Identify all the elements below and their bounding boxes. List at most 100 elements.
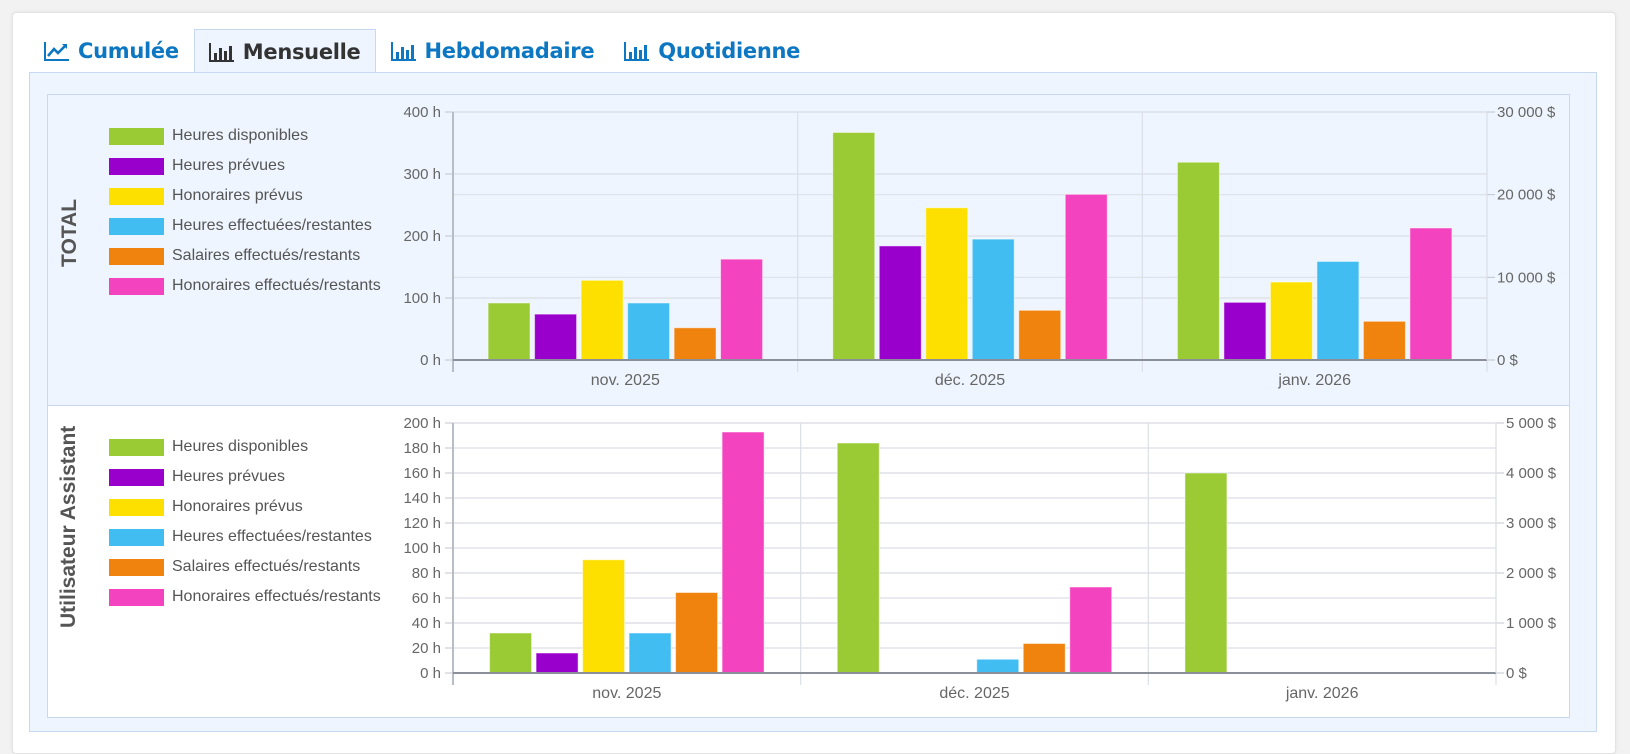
bar[interactable]: [627, 302, 671, 361]
legend-item[interactable]: Honoraires prévus: [109, 181, 381, 211]
legend-swatch: [109, 498, 164, 516]
y-right-tick-label: 1 000 $: [1506, 615, 1557, 632]
bar[interactable]: [1362, 320, 1406, 361]
legend-swatch: [109, 438, 164, 456]
bar[interactable]: [832, 131, 876, 361]
bar[interactable]: [1409, 227, 1453, 361]
chart-section-total: TOTAL Heures disponibles Heures prévues Ho…: [47, 94, 1570, 406]
legend-swatch: [109, 157, 164, 175]
y-left-tick-label: 400 h: [403, 104, 441, 121]
bar[interactable]: [1022, 643, 1066, 674]
legend-label: Honoraires effectués/restants: [172, 588, 381, 605]
legend-label: Heures effectuées/restantes: [172, 528, 372, 545]
tab-label: Quotidienne: [658, 38, 801, 63]
bar[interactable]: [971, 238, 1015, 361]
x-tick-label: déc. 2025: [935, 372, 1005, 389]
bar[interactable]: [1184, 472, 1228, 674]
line-chart-icon: [44, 41, 69, 61]
tab-label: Hebdomadaire: [424, 38, 595, 63]
legend-item[interactable]: Honoraires effectués/restants: [109, 271, 381, 301]
bar[interactable]: [673, 327, 717, 361]
legend-swatch: [109, 277, 164, 295]
legend-label: Honoraires effectués/restants: [172, 277, 381, 294]
bar[interactable]: [720, 258, 764, 361]
bar-chart-total: 0 h 100 h 200 h 300 h 400 h 0 $ 10 000 $ 20 000…: [403, 104, 1556, 389]
legend-item[interactable]: Honoraires prévus: [109, 492, 381, 522]
y-left-tick-label: 180 h: [403, 440, 441, 457]
bar[interactable]: [535, 652, 579, 674]
tab-mensuelle[interactable]: Mensuelle: [193, 29, 376, 73]
bar[interactable]: [878, 245, 922, 361]
bar[interactable]: [1064, 193, 1108, 361]
y-right-tick-label: 30 000 $: [1497, 104, 1556, 121]
y-left-tick-label: 140 h: [403, 490, 441, 507]
tab-hebdomadaire[interactable]: Hebdomadaire: [376, 29, 610, 71]
y-left-tick-label: 80 h: [412, 565, 441, 582]
y-left-tick-label: 200 h: [403, 228, 441, 245]
bar-chart-utilisateur-assistant: 0 h 20 h 40 h 60 h 80 h 100 h 120 h 140 h 160 h 1…: [403, 415, 1557, 702]
chart-section-utilisateur-assistant: Utilisateur Assistant Heures disponibles…: [47, 405, 1570, 718]
legend-label: Heures prévues: [172, 157, 285, 174]
legend-swatch: [109, 217, 164, 235]
legend-item[interactable]: Heures effectuées/restantes: [109, 522, 381, 552]
chart-legend: Heures disponibles Heures prévues Honorair…: [109, 432, 381, 612]
legend-item[interactable]: Heures prévues: [109, 151, 381, 181]
y-right-tick-label: 4 000 $: [1506, 465, 1557, 482]
legend-label: Salaires effectués/restants: [172, 558, 361, 575]
bar[interactable]: [1223, 301, 1267, 361]
y-left-tick-label: 120 h: [403, 515, 441, 532]
y-right-tick-label: 5 000 $: [1506, 415, 1557, 432]
y-left-tick-label: 160 h: [403, 465, 441, 482]
legend-label: Heures disponibles: [172, 438, 309, 455]
x-tick-label: janv. 2026: [1277, 372, 1351, 389]
y-left-tick-label: 300 h: [403, 166, 441, 183]
bar[interactable]: [534, 313, 578, 361]
y-right-tick-label: 0 $: [1497, 352, 1519, 369]
y-left-tick-label: 100 h: [403, 540, 441, 557]
bar[interactable]: [1269, 281, 1313, 361]
legend-label: Salaires effectués/restants: [172, 247, 361, 264]
bar[interactable]: [1069, 586, 1113, 674]
bar[interactable]: [836, 442, 880, 674]
y-right-tick-label: 2 000 $: [1506, 565, 1557, 582]
legend-item[interactable]: Salaires effectués/restants: [109, 241, 381, 271]
tab-cumulee[interactable]: Cumulée: [29, 29, 194, 71]
bar[interactable]: [675, 592, 719, 674]
bar[interactable]: [925, 207, 969, 361]
y-left-tick-label: 100 h: [403, 290, 441, 307]
legend-label: Heures prévues: [172, 468, 285, 485]
bar[interactable]: [721, 431, 765, 674]
x-tick-label: janv. 2026: [1285, 685, 1359, 702]
y-right-tick-label: 10 000 $: [1497, 269, 1556, 286]
x-tick-label: déc. 2025: [939, 685, 1009, 702]
bar[interactable]: [1018, 309, 1062, 361]
bar[interactable]: [976, 658, 1020, 674]
legend-item[interactable]: Heures effectuées/restantes: [109, 211, 381, 241]
tab-label: Cumulée: [78, 38, 179, 63]
tab-quotidienne[interactable]: Quotidienne: [609, 29, 815, 71]
y-left-tick-label: 60 h: [412, 590, 441, 607]
legend-label: Honoraires prévus: [172, 498, 303, 515]
legend-swatch: [109, 247, 164, 265]
legend-item[interactable]: Honoraires effectués/restants: [109, 582, 381, 612]
bar[interactable]: [489, 632, 533, 674]
legend-swatch: [109, 528, 164, 546]
legend-item[interactable]: Heures disponibles: [109, 121, 381, 151]
bar[interactable]: [1176, 161, 1220, 361]
x-tick-label: nov. 2025: [592, 685, 661, 702]
bar[interactable]: [582, 559, 626, 674]
legend-swatch: [109, 187, 164, 205]
bar[interactable]: [487, 302, 531, 361]
legend-swatch: [109, 558, 164, 576]
bar[interactable]: [628, 632, 672, 674]
y-right-tick-label: 20 000 $: [1497, 187, 1556, 204]
legend-swatch: [109, 588, 164, 606]
legend-item[interactable]: Salaires effectués/restants: [109, 552, 381, 582]
bar[interactable]: [1316, 260, 1360, 361]
legend-item[interactable]: Heures disponibles: [109, 432, 381, 462]
legend-item[interactable]: Heures prévues: [109, 462, 381, 492]
bar-chart-icon: [624, 41, 650, 61]
tab-label: Mensuelle: [242, 39, 361, 64]
legend-label: Heures disponibles: [172, 127, 309, 144]
bar[interactable]: [580, 279, 624, 361]
